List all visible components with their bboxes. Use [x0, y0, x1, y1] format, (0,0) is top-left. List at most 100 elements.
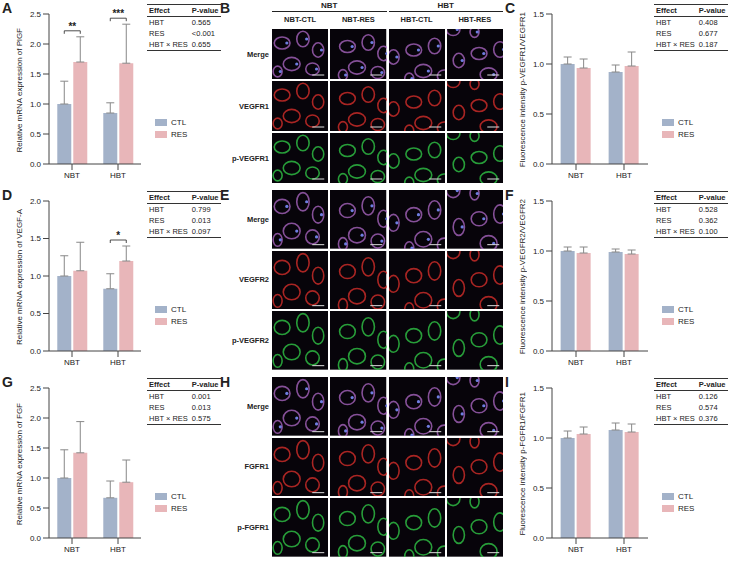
html-text:NBT-CTL: NBT-CTL [284, 15, 317, 24]
svg-text:0.0: 0.0 [30, 160, 42, 169]
svg-text:0.0: 0.0 [30, 534, 42, 543]
html-text:FGFR1: FGFR1 [244, 462, 269, 472]
svg-text:1.0: 1.0 [30, 272, 42, 281]
svg-text:0.5: 0.5 [533, 484, 545, 493]
svg-text:NBT: NBT [568, 545, 584, 554]
html-text:0.677: 0.677 [698, 29, 718, 38]
html-text:Fluorescence intensity p-VEGFR: Fluorescence intensity p-VEGFR1/VEGFR1 [518, 12, 527, 168]
html-text:p-VEGFR2: p-VEGFR2 [231, 336, 269, 346]
svg-text:0.5: 0.5 [30, 309, 42, 318]
html-text:HBT-CTL: HBT-CTL [400, 15, 433, 24]
html-text:HBT × RES 0.655: HBT × RES 0.655 [149, 40, 211, 49]
svg-text:1.0: 1.0 [533, 247, 545, 256]
html-text:HBT × RES 0.097: HBT × RES 0.097 [149, 227, 211, 236]
html-text:CTL: CTL [171, 118, 187, 127]
svg-text:***: *** [112, 8, 124, 19]
svg-text:HBT: HBT [110, 171, 126, 180]
html-text:CTL: CTL [678, 118, 694, 127]
html-text:p-FGFR1: p-FGFR1 [237, 523, 269, 533]
svg-text:NBT: NBT [64, 171, 80, 180]
svg-text:1.5: 1.5 [30, 70, 42, 79]
html-text:D: D [2, 187, 13, 203]
html-text:Effect: Effect [149, 193, 170, 202]
html-text:CTL: CTL [171, 305, 187, 314]
svg-text:HBT: HBT [616, 545, 632, 554]
svg-text:2.5: 2.5 [30, 10, 42, 19]
svg-text:NBT: NBT [568, 171, 584, 180]
html-text:Effect: Effect [656, 193, 677, 202]
svg-text:1.5: 1.5 [533, 384, 545, 393]
html-text:P-value: P-value [191, 193, 219, 202]
svg-text:0.5: 0.5 [30, 130, 42, 139]
html-text:E: E [220, 187, 230, 203]
html-text:0.408: 0.408 [698, 18, 718, 27]
html-text:Merge: Merge [246, 401, 269, 411]
svg-text:1.5: 1.5 [30, 444, 42, 453]
html-text:B: B [220, 0, 231, 16]
html-text:P-value: P-value [191, 6, 219, 15]
html-text:VEGFR1: VEGFR1 [239, 101, 269, 111]
html-text:Fluorescence intensity p-VEGFR: Fluorescence intensity p-VEGFR2/VEGFR2 [518, 199, 527, 355]
html-text:Relative mRNA expression of VE: Relative mRNA expression of VEGF-A [15, 209, 24, 345]
svg-text:0.0: 0.0 [533, 534, 545, 543]
svg-text:0.5: 0.5 [533, 110, 545, 119]
svg-text:0.0: 0.0 [30, 347, 42, 356]
html-text:RES: RES [149, 216, 165, 225]
html-text:Effect: Effect [656, 6, 677, 15]
html-text:RES: RES [149, 29, 165, 38]
html-text:VEGFR2: VEGFR2 [239, 275, 269, 285]
svg-text:0.0: 0.0 [533, 160, 545, 169]
svg-text:HBT: HBT [110, 545, 126, 554]
html-text:F: F [505, 187, 514, 203]
svg-text:HBT: HBT [616, 358, 632, 367]
html-text:Merge: Merge [246, 214, 269, 224]
html-text:RES: RES [171, 130, 188, 139]
svg-text:2.0: 2.0 [30, 197, 42, 206]
html-text:HBT × RES 0.187: HBT × RES 0.187 [656, 40, 718, 49]
svg-text:2.0: 2.0 [30, 40, 42, 49]
html-text:A: A [2, 0, 13, 16]
svg-text:1.5: 1.5 [533, 197, 545, 206]
html-text:HBT: HBT [149, 205, 164, 214]
html-text:<0.001: <0.001 [191, 29, 215, 38]
svg-text:NBT: NBT [568, 358, 584, 367]
html-text:RES: RES [678, 130, 695, 139]
html-text:Relative mRNA expression of Pl: Relative mRNA expression of PlGF [15, 27, 24, 153]
html-text:p-VEGFR1: p-VEGFR1 [231, 153, 269, 163]
html-text:NBT: NBT [321, 1, 338, 10]
html-text:P-value: P-value [698, 193, 726, 202]
html-text:HBT-RES: HBT-RES [458, 15, 492, 24]
svg-text:HBT: HBT [616, 171, 632, 180]
svg-text:0.0: 0.0 [533, 347, 545, 356]
html-text:HBT: HBT [656, 18, 671, 27]
svg-text:0.5: 0.5 [30, 504, 42, 513]
svg-text:*: * [116, 230, 120, 241]
svg-text:2.0: 2.0 [30, 414, 42, 423]
svg-text:HBT: HBT [110, 358, 126, 367]
svg-text:NBT: NBT [64, 358, 80, 367]
html-text:0.565: 0.565 [191, 18, 211, 27]
svg-text:1.0: 1.0 [30, 100, 42, 109]
svg-text:NBT: NBT [64, 545, 80, 554]
svg-text:1.0: 1.0 [30, 474, 42, 483]
html-text:RES: RES [171, 317, 188, 326]
svg-text:**: ** [68, 21, 76, 32]
html-text:P-value: P-value [698, 6, 726, 15]
svg-text:1.0: 1.0 [533, 434, 545, 443]
svg-text:1.0: 1.0 [533, 60, 545, 69]
svg-text:1.5: 1.5 [533, 10, 545, 19]
html-text:C: C [505, 0, 516, 16]
svg-text:2.5: 2.5 [30, 384, 42, 393]
html-text:HBT: HBT [149, 18, 164, 27]
html-text:G: G [2, 374, 13, 390]
html-text:Merge: Merge [246, 49, 269, 59]
html-text:Effect: Effect [149, 6, 170, 15]
html-text:RES: RES [656, 29, 672, 38]
html-text:NBT-RES: NBT-RES [341, 15, 375, 24]
html-text:0.013: 0.013 [191, 216, 211, 225]
html-text:0.799: 0.799 [191, 205, 211, 214]
html-text:HBT: HBT [437, 1, 454, 10]
svg-text:0.5: 0.5 [533, 297, 545, 306]
html-text:H: H [220, 374, 231, 390]
svg-text:1.5: 1.5 [30, 234, 42, 243]
